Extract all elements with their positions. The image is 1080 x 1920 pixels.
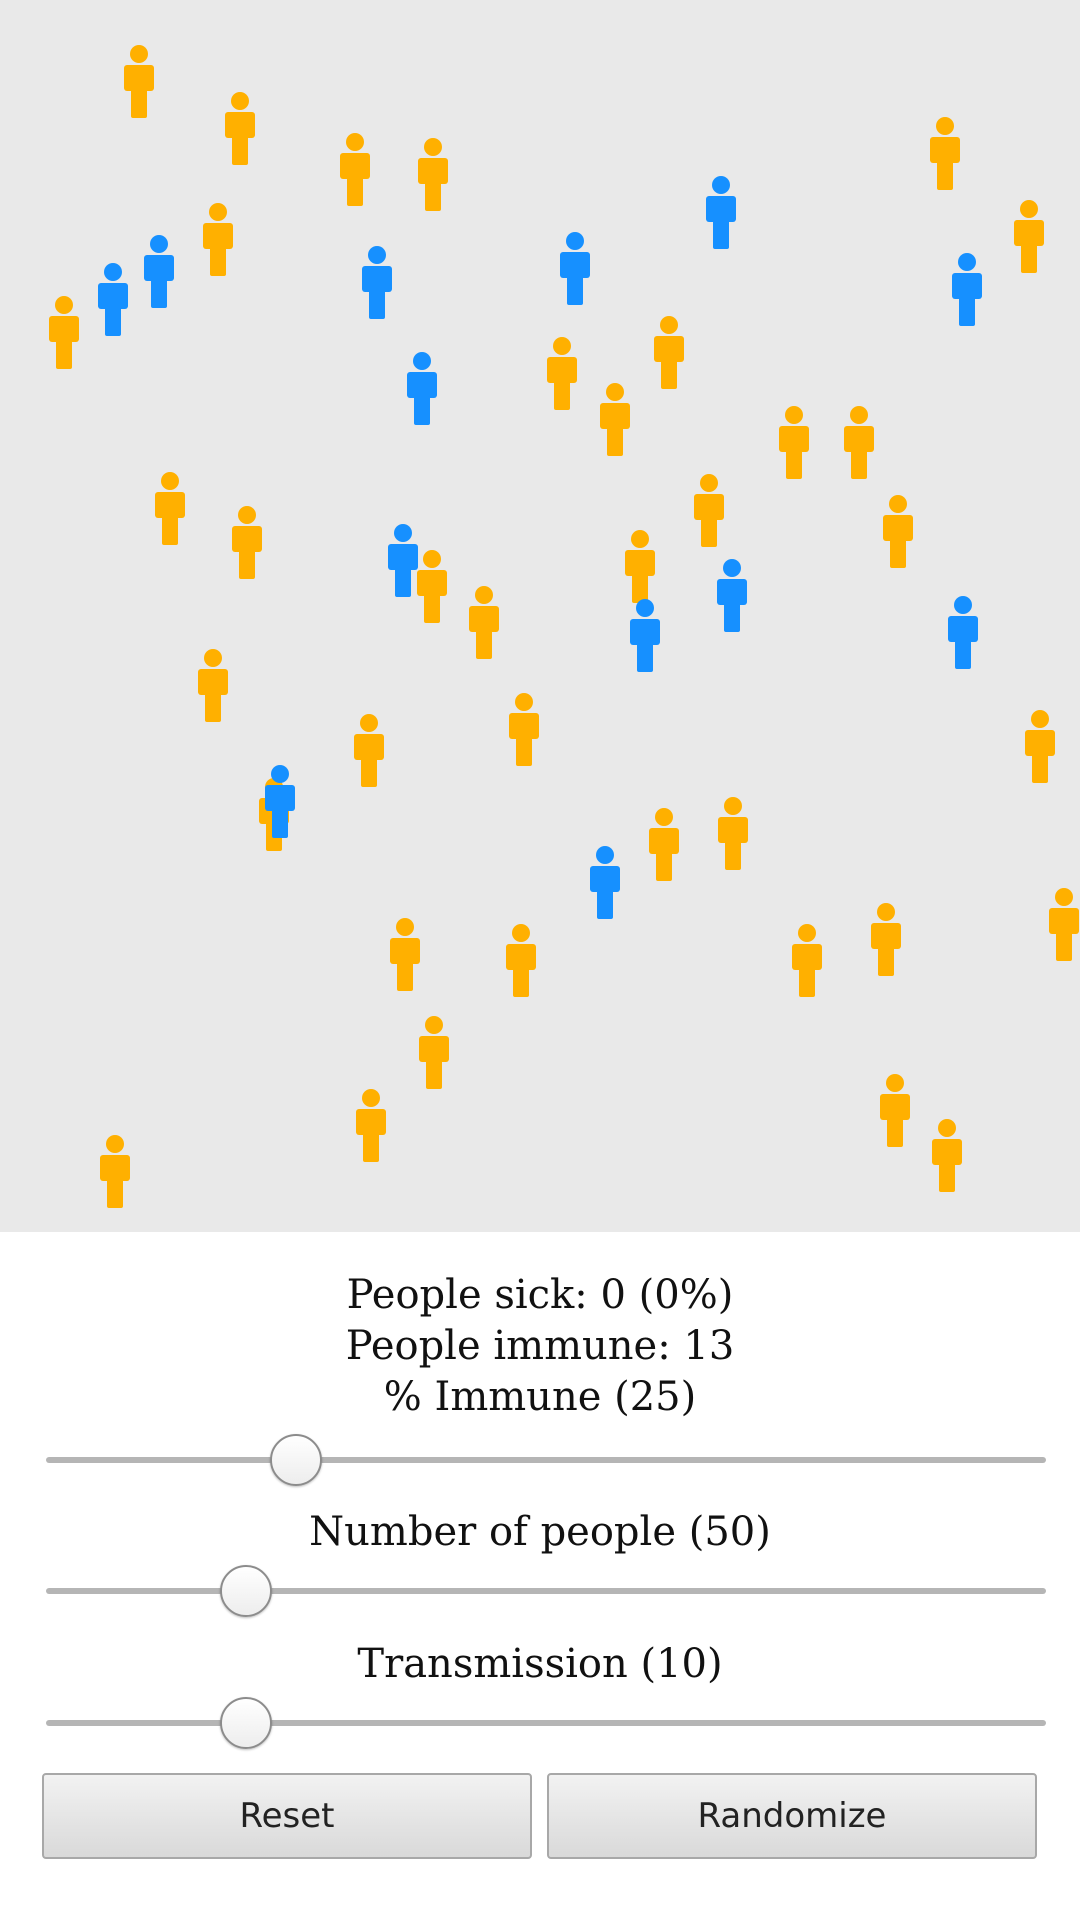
susceptible-person-icon — [1025, 710, 1055, 783]
number-of-people-label: Number of people (50) — [309, 1509, 771, 1555]
randomize-button[interactable]: Randomize — [547, 1773, 1037, 1859]
susceptible-person-icon — [547, 337, 577, 410]
slider-thumb[interactable] — [220, 1565, 272, 1617]
susceptible-person-icon — [844, 406, 874, 479]
susceptible-person-icon — [779, 406, 809, 479]
susceptible-person-icon — [469, 586, 499, 659]
susceptible-person-icon — [1049, 888, 1079, 961]
immune-person-icon — [388, 524, 418, 597]
people-immune-text: People immune: 13 — [345, 1323, 735, 1369]
slider-track[interactable] — [46, 1588, 1046, 1594]
susceptible-person-icon — [654, 316, 684, 389]
susceptible-person-icon — [883, 495, 913, 568]
susceptible-person-icon — [356, 1089, 386, 1162]
number-of-people-slider[interactable] — [46, 1563, 1046, 1619]
immune-person-icon — [407, 352, 437, 425]
susceptible-person-icon — [880, 1074, 910, 1147]
people-sick-text: People sick: 0 (0%) — [346, 1272, 734, 1318]
immune-person-icon — [362, 246, 392, 319]
immune-person-icon — [952, 253, 982, 326]
susceptible-person-icon — [1014, 200, 1044, 273]
susceptible-person-icon — [419, 1016, 449, 1089]
transmission-label: Transmission (10) — [357, 1641, 723, 1687]
immune-person-icon — [717, 559, 747, 632]
slider-thumb[interactable] — [270, 1434, 322, 1486]
susceptible-person-icon — [871, 903, 901, 976]
susceptible-person-icon — [625, 530, 655, 603]
susceptible-person-icon — [390, 918, 420, 991]
immune-person-icon — [560, 232, 590, 305]
susceptible-person-icon — [932, 1119, 962, 1192]
slider-thumb[interactable] — [220, 1697, 272, 1749]
susceptible-person-icon — [506, 924, 536, 997]
slider-track[interactable] — [46, 1457, 1046, 1463]
immune-percent-slider[interactable] — [46, 1432, 1046, 1488]
susceptible-person-icon — [417, 550, 447, 623]
reset-button[interactable]: Reset — [42, 1773, 532, 1859]
immune-person-icon — [144, 235, 174, 308]
susceptible-person-icon — [930, 117, 960, 190]
susceptible-person-icon — [232, 506, 262, 579]
susceptible-person-icon — [418, 138, 448, 211]
slider-track[interactable] — [46, 1720, 1046, 1726]
immune-person-icon — [265, 765, 295, 838]
people-canvas — [49, 45, 1079, 1208]
susceptible-person-icon — [792, 924, 822, 997]
simulation-field — [0, 0, 1080, 1232]
susceptible-person-icon — [600, 383, 630, 456]
susceptible-person-icon — [509, 693, 539, 766]
susceptible-person-icon — [203, 203, 233, 276]
immune-percent-label: % Immune (25) — [383, 1374, 697, 1420]
susceptible-person-icon — [155, 472, 185, 545]
susceptible-person-icon — [124, 45, 154, 118]
susceptible-person-icon — [649, 808, 679, 881]
stats-panel: People sick: 0 (0%) People immune: 13 — [0, 1270, 1080, 1372]
immune-person-icon — [706, 176, 736, 249]
immune-person-icon — [630, 599, 660, 672]
susceptible-person-icon — [718, 797, 748, 870]
susceptible-person-icon — [198, 649, 228, 722]
immune-person-icon — [590, 846, 620, 919]
susceptible-person-icon — [225, 92, 255, 165]
immune-person-icon — [948, 596, 978, 669]
susceptible-person-icon — [340, 133, 370, 206]
susceptible-person-icon — [694, 474, 724, 547]
transmission-slider[interactable] — [46, 1695, 1046, 1751]
immune-person-icon — [98, 263, 128, 336]
susceptible-person-icon — [100, 1135, 130, 1208]
susceptible-person-icon — [49, 296, 79, 369]
susceptible-person-icon — [354, 714, 384, 787]
